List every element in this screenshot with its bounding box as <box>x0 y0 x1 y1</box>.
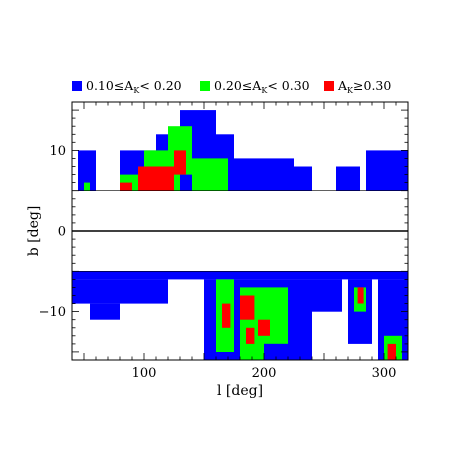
extinction-region-low <box>90 303 120 320</box>
legend-swatch <box>200 81 210 91</box>
legend-entry-high: AK≥0.30 <box>324 78 391 95</box>
legend-entry-low: 0.10≤AK< 0.20 <box>72 78 182 95</box>
extinction-region-low <box>294 166 312 191</box>
x-tick-label: 100 <box>132 366 157 381</box>
extinction-region-mid <box>84 182 90 191</box>
y-tick-label: −10 <box>39 305 66 320</box>
extinction-region-low <box>312 279 342 312</box>
extinction-region-high <box>120 182 132 191</box>
extinction-region-mid <box>192 158 228 191</box>
legend-label: AK≥0.30 <box>337 78 391 95</box>
excluded-band <box>72 190 408 272</box>
y-tick-label: 0 <box>58 225 66 240</box>
legend-swatch <box>324 81 334 91</box>
legend: 0.10≤AK< 0.20 0.20≤AK< 0.30 AK≥0.30 <box>72 78 391 95</box>
extinction-region-high <box>246 327 255 344</box>
legend-swatch <box>72 81 82 91</box>
extinction-region-low <box>72 279 168 304</box>
y-axis-label: b [deg] <box>26 206 42 257</box>
legend-entry-mid: 0.20≤AK< 0.30 <box>200 78 310 95</box>
legend-label: 0.10≤AK< 0.20 <box>86 78 182 95</box>
extinction-region-low <box>336 166 360 191</box>
extinction-region-low <box>72 271 408 280</box>
extinction-region-high <box>357 287 364 304</box>
extinction-region-low <box>366 150 408 191</box>
extinction-region-high <box>138 166 174 191</box>
extinction-region-low <box>78 150 96 191</box>
extinction-region-high <box>174 150 186 175</box>
extinction-region-low <box>216 158 294 191</box>
x-axis-label: l [deg] <box>217 383 263 399</box>
extinction-region-high <box>222 303 231 328</box>
extinction-region-high <box>240 295 255 320</box>
x-tick-label: 200 <box>252 366 277 381</box>
legend-label: 0.20≤AK< 0.30 <box>214 78 310 95</box>
x-tick-label: 300 <box>372 366 397 381</box>
y-tick-label: 10 <box>49 144 66 159</box>
extinction-region-high <box>258 319 270 336</box>
extinction-region-high <box>387 343 396 360</box>
extinction-cells <box>72 110 408 360</box>
